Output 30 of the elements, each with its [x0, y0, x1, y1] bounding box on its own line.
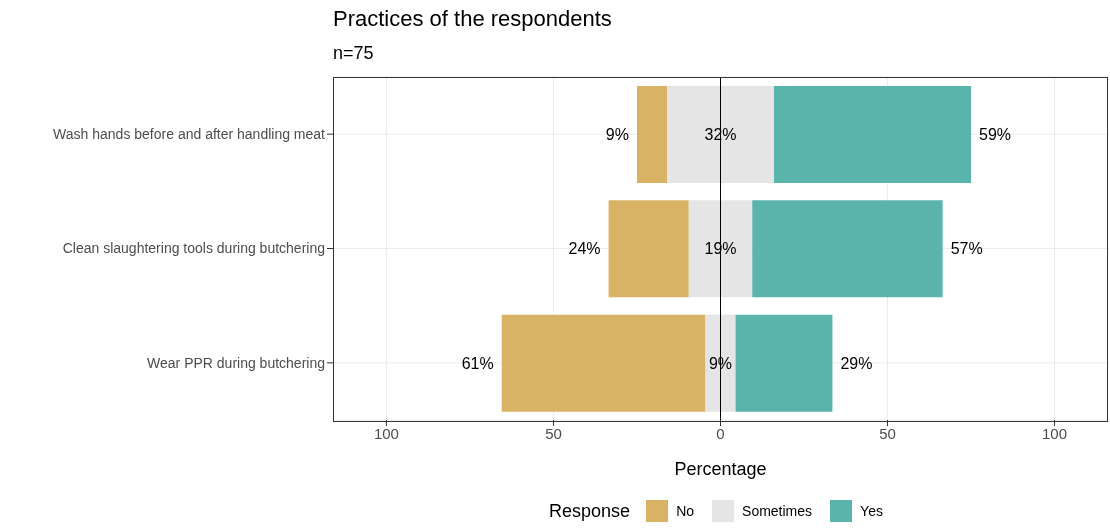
x-tick-label: 100: [373, 424, 399, 442]
bar: [501, 314, 706, 412]
data-label: 57%: [950, 240, 983, 258]
x-tick-label: 0: [716, 424, 725, 442]
x-axis-title: Percentage: [674, 459, 767, 479]
data-label: 9%: [605, 126, 629, 144]
bar: [667, 86, 774, 183]
x-tick-label: 50: [879, 424, 896, 442]
chart-subtitle: n=75: [333, 43, 374, 64]
y-tick-label: Wear PPR during butchering: [147, 354, 325, 371]
legend-label: Sometimes: [742, 503, 813, 519]
chart-title: Practices of the respondents: [333, 6, 612, 32]
bar: [705, 314, 736, 412]
data-label: 59%: [979, 126, 1012, 144]
legend-title: Response: [549, 500, 631, 522]
bar: [773, 86, 972, 183]
data-label: 29%: [840, 354, 873, 372]
bar: [688, 200, 753, 298]
x-tick-label: 50: [545, 424, 562, 442]
legend-label: No: [676, 503, 695, 519]
data-label: 24%: [568, 240, 601, 258]
bar: [608, 200, 689, 298]
x-tick-label: 100: [1042, 424, 1068, 442]
legend-label: Yes: [860, 503, 883, 519]
y-tick-label: Clean slaughtering tools during butchering: [62, 240, 325, 257]
bar: [735, 314, 833, 412]
data-label: 61%: [461, 354, 494, 372]
bar: [636, 86, 668, 183]
y-tick-label: Wash hands before and after handling meat: [53, 126, 326, 143]
bar: [752, 200, 943, 298]
